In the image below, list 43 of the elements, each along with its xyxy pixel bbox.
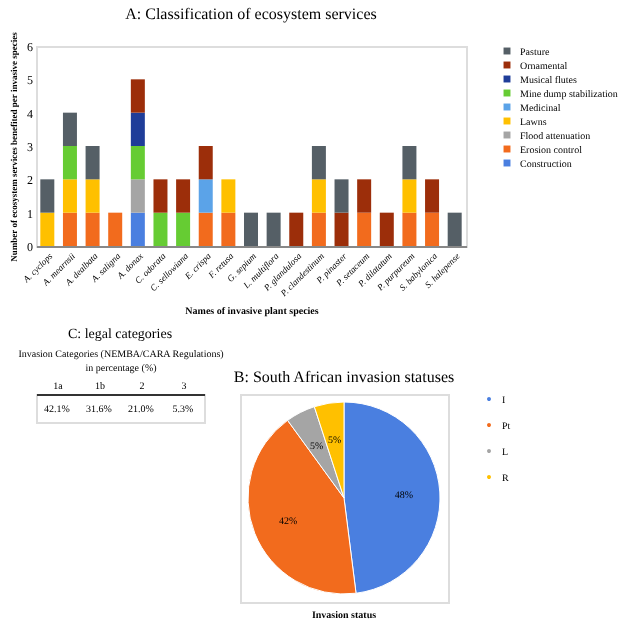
bar xyxy=(311,212,326,246)
bar xyxy=(176,212,191,246)
bar xyxy=(334,212,349,246)
chart-title: A: Classification of ecosystem services xyxy=(125,5,377,24)
bar xyxy=(130,179,145,213)
bar xyxy=(153,179,168,213)
bar xyxy=(311,146,326,180)
bar xyxy=(379,212,394,246)
bar xyxy=(176,179,191,213)
bar xyxy=(357,179,372,213)
bar xyxy=(198,146,213,180)
bar xyxy=(130,112,145,146)
bar xyxy=(402,179,417,213)
bar xyxy=(357,212,372,246)
bar xyxy=(266,212,281,246)
bar xyxy=(85,146,100,180)
bar xyxy=(62,179,77,213)
bar xyxy=(130,79,145,113)
bar xyxy=(85,179,100,213)
bar xyxy=(40,179,55,213)
bar xyxy=(198,179,213,213)
bar xyxy=(198,212,213,246)
bar xyxy=(85,212,100,246)
bar xyxy=(289,212,304,246)
bar xyxy=(62,112,77,146)
bar xyxy=(40,212,55,246)
bar xyxy=(62,146,77,180)
bar xyxy=(402,212,417,246)
bar xyxy=(425,179,440,213)
bar xyxy=(153,212,168,246)
bar xyxy=(130,212,145,246)
bar xyxy=(311,179,326,213)
bar xyxy=(425,212,440,246)
bar xyxy=(402,146,417,180)
bar xyxy=(108,212,123,246)
bar xyxy=(221,212,236,246)
bar xyxy=(221,179,236,213)
bar xyxy=(62,212,77,246)
bar xyxy=(447,212,462,246)
bar xyxy=(244,212,258,246)
bar xyxy=(334,179,349,213)
bar xyxy=(130,146,145,180)
chart-title: B: South African invasion statuses xyxy=(233,368,455,386)
